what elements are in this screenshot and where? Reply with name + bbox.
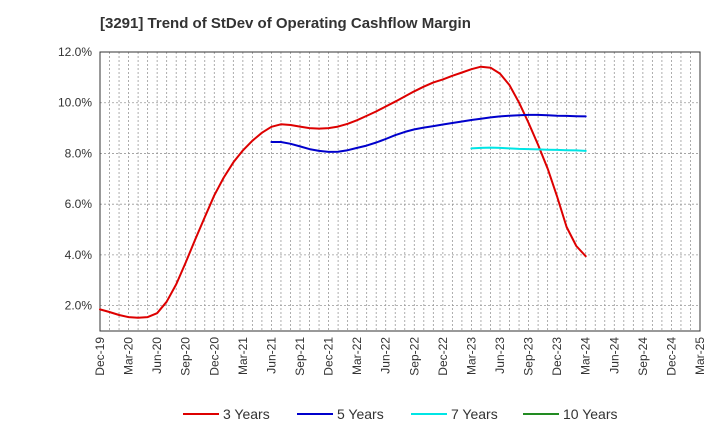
x-tick-label: Sep-21 xyxy=(293,337,307,376)
x-tick-label: Sep-23 xyxy=(522,337,536,376)
y-tick-label: 4.0% xyxy=(65,248,93,262)
x-tick-label: Mar-23 xyxy=(464,337,478,375)
x-tick-label: Jun-21 xyxy=(264,337,278,374)
series-line-3-years xyxy=(99,65,587,319)
x-tick-label: Sep-22 xyxy=(407,337,421,376)
x-tick-label: Jun-22 xyxy=(379,337,393,374)
x-tick-label: Mar-20 xyxy=(122,337,136,375)
legend-label: 5 Years xyxy=(337,406,384,422)
x-tick-label: Jun-24 xyxy=(607,337,621,374)
legend-label: 3 Years xyxy=(223,406,270,422)
x-tick-label: Dec-24 xyxy=(664,337,678,376)
y-tick-label: 10.0% xyxy=(58,96,92,110)
x-tick-label: Dec-22 xyxy=(436,337,450,376)
x-tick-label: Dec-23 xyxy=(550,337,564,376)
x-tick-label: Jun-23 xyxy=(493,337,507,374)
y-tick-label: 2.0% xyxy=(65,299,93,313)
x-tick-label: Sep-24 xyxy=(636,337,650,376)
chart-title: [3291] Trend of StDev of Operating Cashf… xyxy=(100,15,471,32)
x-tick-label: Jun-20 xyxy=(150,337,164,374)
x-axis: Dec-19 Mar-20 Jun-20 Sep-20 Dec-20 Mar-21 Jun-… xyxy=(93,337,707,376)
y-tick-label: 12.0% xyxy=(58,45,92,59)
x-tick-label: Mar-21 xyxy=(236,337,250,375)
series-lines xyxy=(99,65,587,319)
gridlines xyxy=(100,52,700,331)
y-tick-label: 6.0% xyxy=(65,197,93,211)
x-tick-label: Dec-19 xyxy=(93,337,107,376)
x-tick-label: Mar-25 xyxy=(693,337,707,375)
legend-label: 7 Years xyxy=(451,406,498,422)
x-tick-label: Dec-21 xyxy=(322,337,336,376)
plot-frame xyxy=(99,51,701,332)
x-tick-label: Dec-20 xyxy=(207,337,221,376)
x-tick-label: Mar-22 xyxy=(350,337,364,375)
x-tick-label: Mar-24 xyxy=(579,337,593,375)
legend-label: 10 Years xyxy=(563,406,618,422)
legend: 3 Years 5 Years 7 Years 10 Years xyxy=(183,406,618,422)
x-tick-label: Sep-20 xyxy=(179,337,193,376)
y-axis: 2.0% 4.0% 6.0% 8.0% 10.0% 12.0% xyxy=(58,45,92,313)
series-line-5-years xyxy=(270,113,587,153)
series-line-7-years xyxy=(470,146,587,152)
y-tick-label: 8.0% xyxy=(65,146,93,160)
